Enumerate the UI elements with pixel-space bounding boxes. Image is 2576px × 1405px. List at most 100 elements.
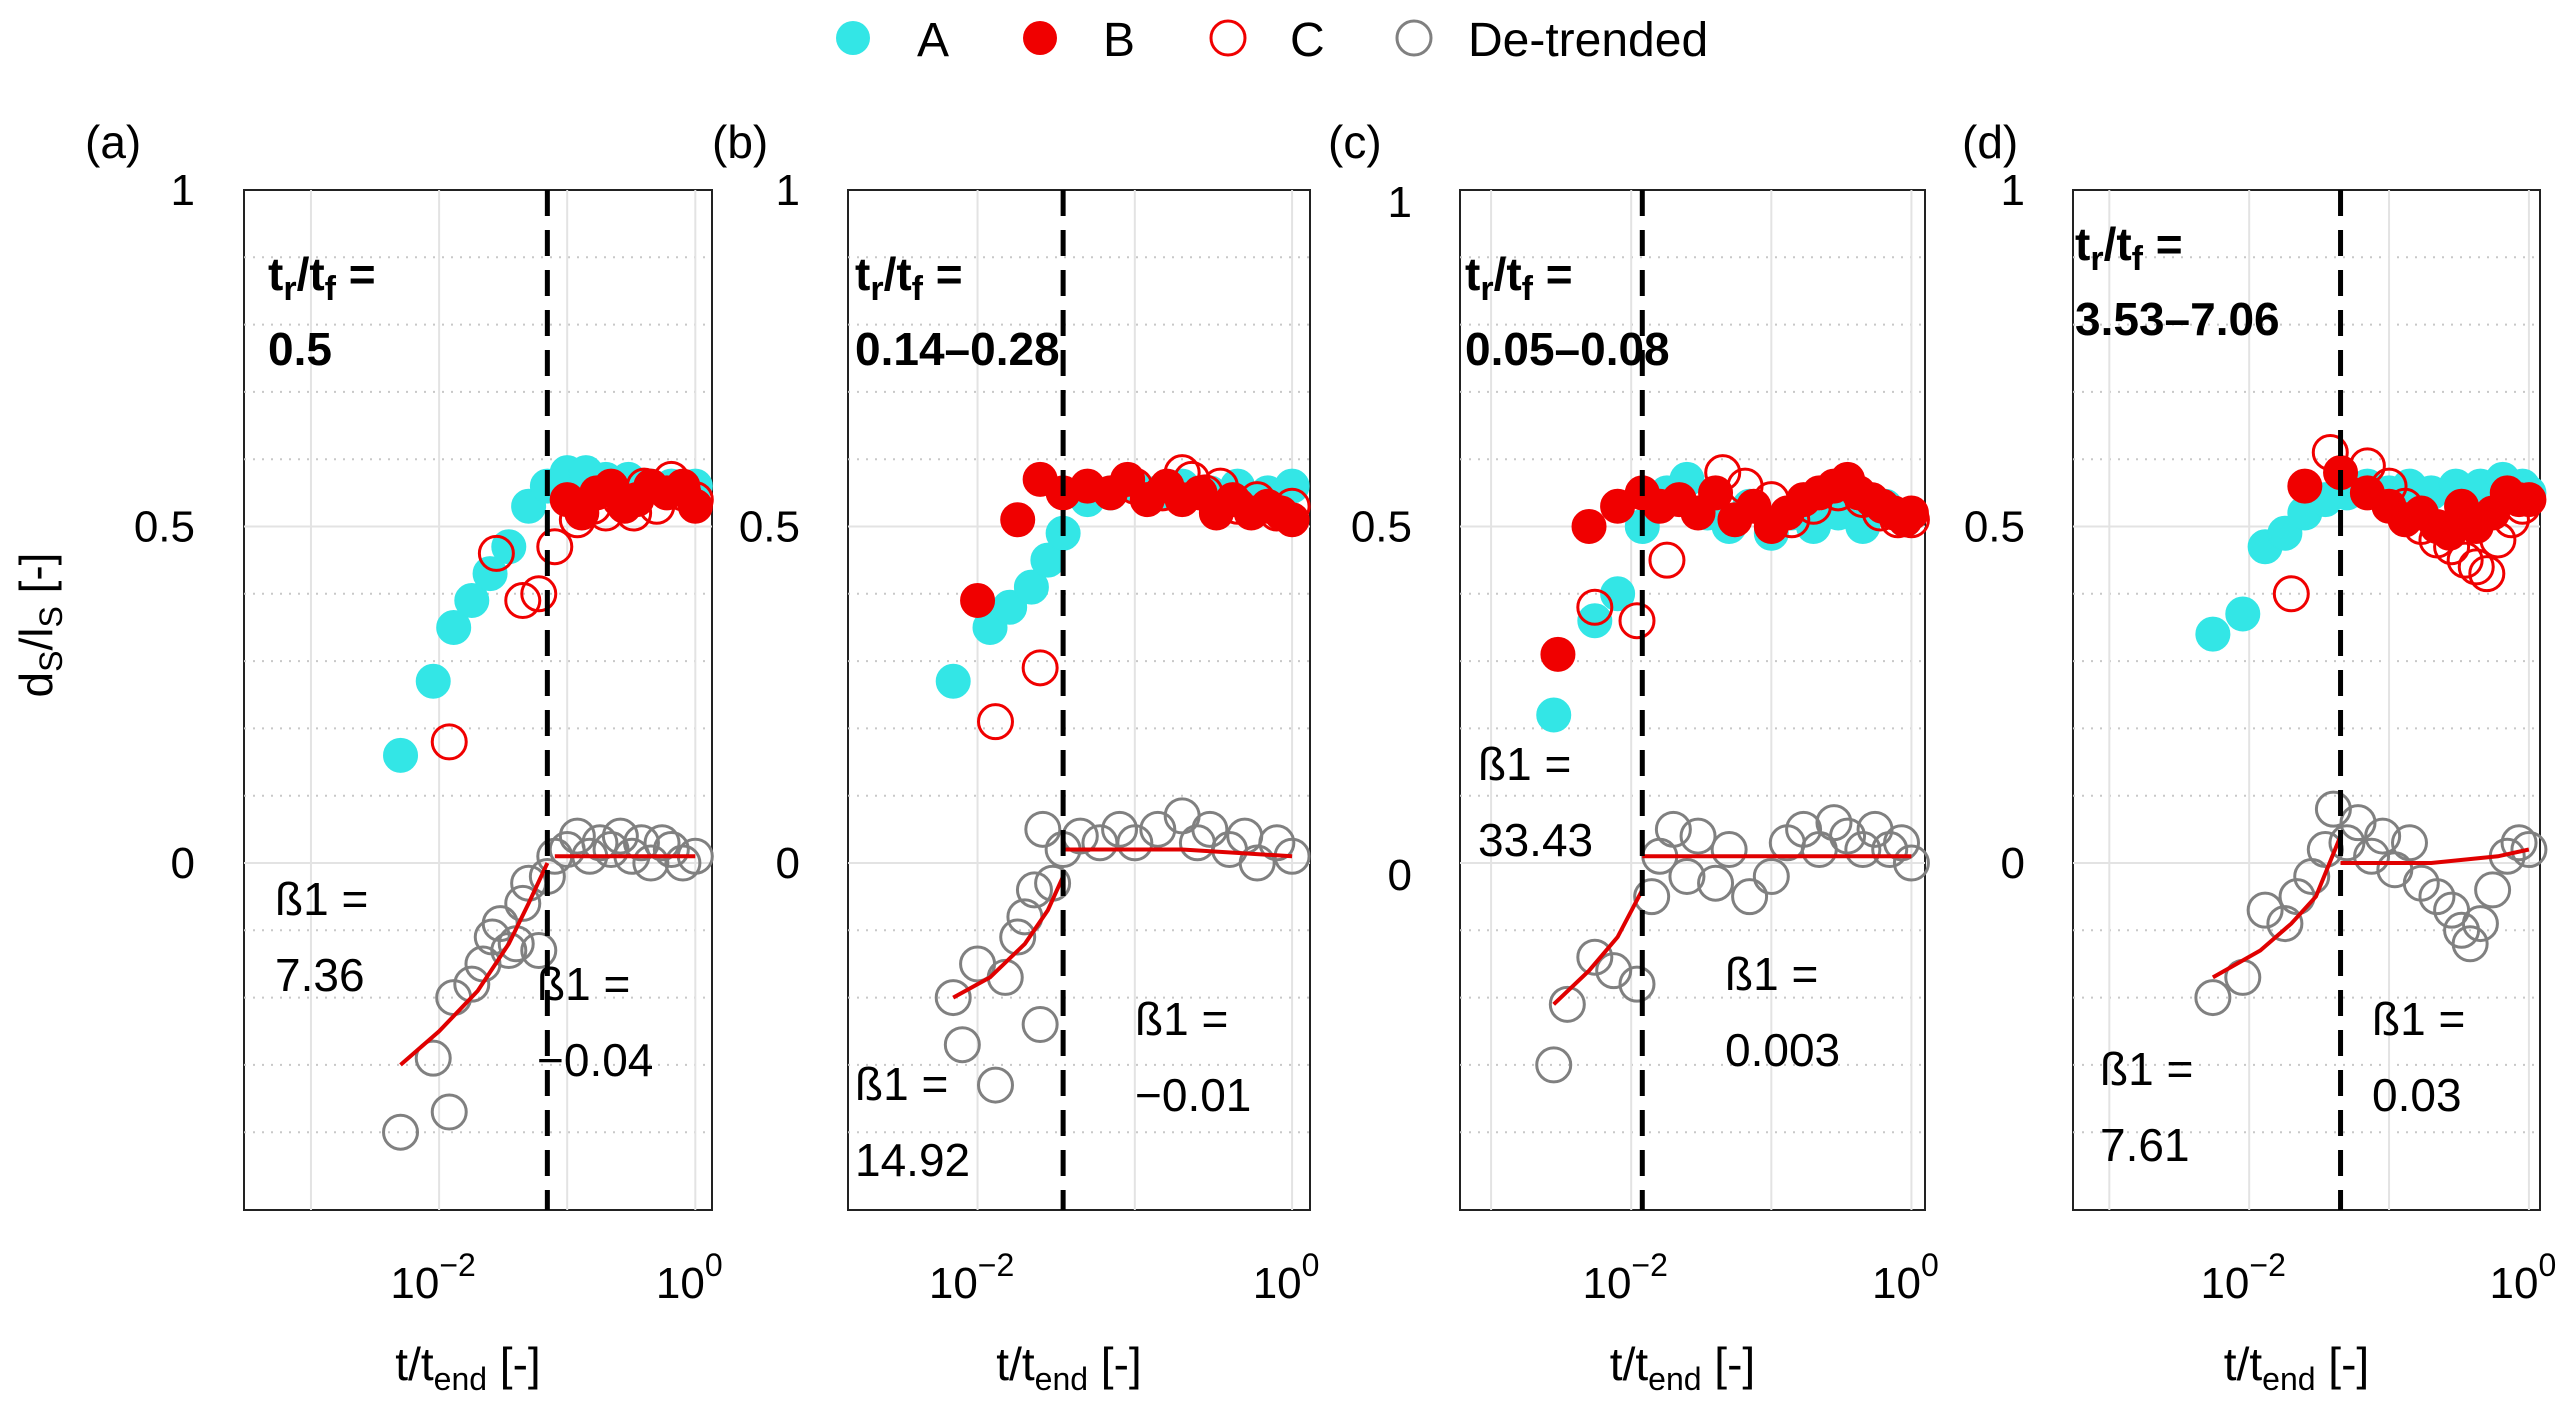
x-axis-label: t/tend [-]: [395, 1338, 540, 1397]
x-tick-label: 10−2: [929, 1247, 1014, 1308]
legend-marker-c: [1209, 19, 1247, 57]
data-point-a: [472, 556, 508, 592]
x-tick-label: 10−2: [390, 1247, 475, 1308]
ratio-value: 0.5: [268, 323, 332, 375]
data-point-detrended: [1024, 810, 1062, 848]
x-tick-label: 100: [2490, 1247, 2557, 1308]
panel-frame: [847, 189, 1311, 1211]
data-point-detrended: [1116, 824, 1154, 862]
y-axis-label-unit: [-]: [10, 553, 62, 607]
x-axis-label-unit: [-]: [2316, 1338, 2370, 1390]
data-point-c: [652, 460, 690, 498]
data-point-c: [587, 494, 625, 532]
data-point-detrended: [1815, 804, 1853, 842]
data-point-detrended: [2510, 831, 2548, 869]
data-point-detrended: [652, 831, 690, 869]
y-axis-label-sub-s2: S: [33, 606, 69, 627]
beta-right-annotation-line: 0.03: [2372, 1069, 2462, 1121]
x-tick-label: 10−2: [2200, 1247, 2285, 1308]
data-point-c: [1819, 474, 1857, 512]
data-point-a: [2225, 596, 2261, 632]
data-point-detrended: [2500, 824, 2538, 862]
x-tick-exponent: −2: [978, 1247, 1014, 1283]
data-point-a: [1013, 569, 1049, 605]
beta-left-annotation-line: ß1 =: [855, 1058, 948, 1110]
ratio-title-part: =: [336, 248, 376, 300]
x-axis-label-sub: end: [2262, 1361, 2315, 1397]
fit-line-left: [952, 875, 1065, 1000]
data-point-c: [2457, 548, 2495, 586]
fit-line-right: [2340, 847, 2530, 865]
series-c: [976, 454, 1311, 741]
data-point-detrended: [2246, 891, 2284, 929]
data-point-detrended: [1633, 878, 1671, 916]
data-point-c: [1794, 487, 1832, 525]
data-point-c: [1618, 602, 1656, 640]
data-point-b: [1571, 509, 1607, 544]
data-point-detrended: [2418, 878, 2456, 916]
beta-right-annotation-line: ß1 =: [1725, 948, 1818, 1000]
data-point-c: [1879, 501, 1917, 539]
data-point-detrended: [1679, 817, 1717, 855]
y-tick-label: 1: [171, 166, 195, 215]
data-point-a: [1600, 576, 1636, 612]
x-axis-label-unit: [-]: [487, 1338, 541, 1390]
x-axis-label-sub: end: [434, 1361, 487, 1397]
data-point-detrended: [1731, 878, 1769, 916]
series-c: [1576, 454, 1930, 640]
data-point-detrended: [1710, 831, 1748, 869]
data-point-detrended: [1535, 1046, 1573, 1084]
y-tick-label: 0.5: [739, 503, 800, 552]
data-point-detrended: [1618, 965, 1656, 1003]
data-point-detrended: [592, 831, 630, 869]
ratio-title-part: t: [1465, 248, 1480, 300]
y-axis-label: dS/lS [-]: [10, 553, 69, 698]
y-tick-label: 0.5: [1351, 503, 1412, 552]
data-point-detrended: [2474, 871, 2512, 909]
data-point-detrended: [1015, 871, 1053, 909]
series-detrended: [2194, 790, 2548, 1017]
y-tick-label: 0: [171, 839, 195, 888]
data-point-c: [1273, 487, 1311, 525]
series-detrended: [1535, 804, 1930, 1084]
ratio-title-part: /t: [884, 248, 912, 300]
data-point-a: [2195, 616, 2231, 652]
panel-frame: [243, 189, 713, 1211]
beta-left-annotation-line: 7.36: [275, 949, 365, 1001]
data-point-c: [1116, 467, 1154, 505]
panel-label: (b): [712, 116, 768, 168]
x-axis-label-unit: [-]: [1702, 1338, 1756, 1390]
ratio-value: 0.05–0.08: [1465, 323, 1670, 375]
data-point-detrended: [1139, 810, 1177, 848]
data-point-detrended: [1844, 831, 1882, 869]
data-point-c: [976, 703, 1014, 741]
data-point-c: [601, 481, 639, 519]
data-point-detrended: [934, 979, 972, 1017]
data-point-b: [2287, 468, 2323, 504]
y-tick-label: 0.5: [1964, 503, 2025, 552]
beta-left-annotation-line: 33.43: [1478, 814, 1593, 866]
data-point-a: [454, 583, 490, 619]
ratio-title-part: /t: [2104, 218, 2132, 270]
ratio-title: tr/tf =: [1465, 248, 1573, 308]
ratio-title-part: r: [870, 270, 883, 308]
ratio-title: tr/tf =: [2075, 218, 2183, 278]
data-point-c: [625, 467, 663, 505]
data-point-detrended: [643, 824, 681, 862]
data-point-detrended: [1752, 857, 1790, 895]
y-tick-label: 1: [2001, 166, 2025, 215]
data-point-a: [491, 529, 527, 565]
data-point-detrended: [453, 965, 491, 1003]
panel-label: (c): [1328, 116, 1382, 168]
data-point-detrended: [414, 1039, 452, 1077]
ratio-title-part: f: [1522, 270, 1534, 308]
legend-marker-b: [1023, 21, 1057, 55]
x-axis-label: t/tend [-]: [2224, 1338, 2369, 1397]
ratio-title-part: r: [283, 270, 296, 308]
beta-left-annotation-line: 14.92: [855, 1134, 970, 1186]
data-point-detrended: [2451, 925, 2489, 963]
fit-line-right: [1063, 847, 1293, 859]
x-tick-label: 100: [1872, 1247, 1939, 1308]
